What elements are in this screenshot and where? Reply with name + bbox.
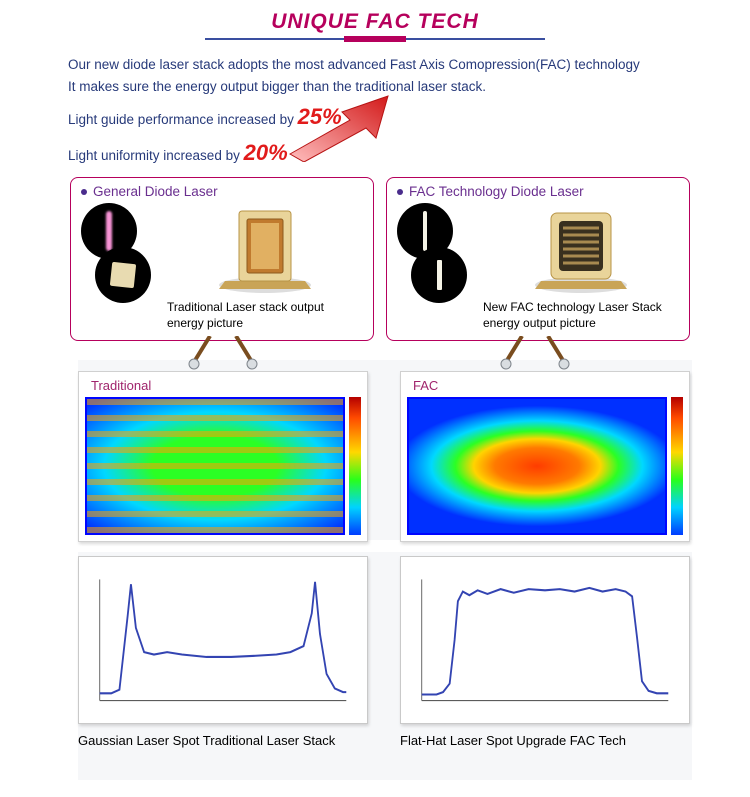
graph-flathat-caption: Flat-Hat Laser Spot Upgrade FAC Tech (400, 732, 690, 750)
heatmap-traditional-panel: Traditional (78, 371, 368, 542)
bullet-icon (397, 189, 403, 195)
heatmap-traditional (85, 397, 345, 535)
heatmap-fac (407, 397, 667, 535)
general-circles (81, 203, 159, 299)
fac-panel: FAC Technology Diode Laser (386, 177, 690, 340)
device-traditional (211, 203, 319, 295)
heatmap-fac-panel: FAC (400, 371, 690, 542)
intro-line-3: Light guide performance increased by 25% (68, 99, 750, 135)
fac-caption: New FAC technology Laser Stack energy ou… (483, 299, 679, 331)
general-caption: Traditional Laser stack output energy pi… (167, 299, 363, 331)
pct-20: 20% (244, 140, 288, 165)
intro-l3-pre: Light guide performance increased by (68, 112, 298, 127)
bullet-icon (81, 189, 87, 195)
general-panel-title: General Diode Laser (93, 184, 218, 199)
heatmap-label-traditional: Traditional (91, 378, 361, 393)
graph-gaussian-panel: Gaussian Laser Spot Traditional Laser St… (78, 556, 368, 750)
colorbar (349, 397, 361, 535)
fac-panel-head: FAC Technology Diode Laser (397, 184, 679, 199)
fac-circles (397, 203, 475, 299)
intro-line-2: It makes sure the energy output bigger t… (68, 76, 750, 98)
intro-line-1: Our new diode laser stack adopts the mos… (68, 54, 750, 76)
intro-block: Our new diode laser stack adopts the mos… (0, 40, 750, 171)
circle-output (411, 247, 467, 303)
graph-flathat-panel: Flat-Hat Laser Spot Upgrade FAC Tech (400, 556, 690, 750)
graph-gaussian (85, 563, 361, 717)
fac-panel-title: FAC Technology Diode Laser (409, 184, 584, 199)
colorbar (671, 397, 683, 535)
intro-l4-pre: Light uniformity increased by (68, 148, 244, 163)
circle-output (95, 247, 151, 303)
general-panel-head: General Diode Laser (81, 184, 363, 199)
pct-25: 25% (298, 104, 342, 129)
device-fac (527, 203, 635, 295)
title-rule (205, 38, 545, 40)
page-title: UNIQUE FAC TECH (271, 10, 479, 34)
general-panel: General Diode Laser Traditional Laser st… (70, 177, 374, 340)
intro-line-4: Light uniformity increased by 20% (68, 135, 750, 171)
graph-flathat (407, 563, 683, 717)
heatmap-label-fac: FAC (413, 378, 683, 393)
graph-gaussian-caption: Gaussian Laser Spot Traditional Laser St… (78, 732, 368, 750)
